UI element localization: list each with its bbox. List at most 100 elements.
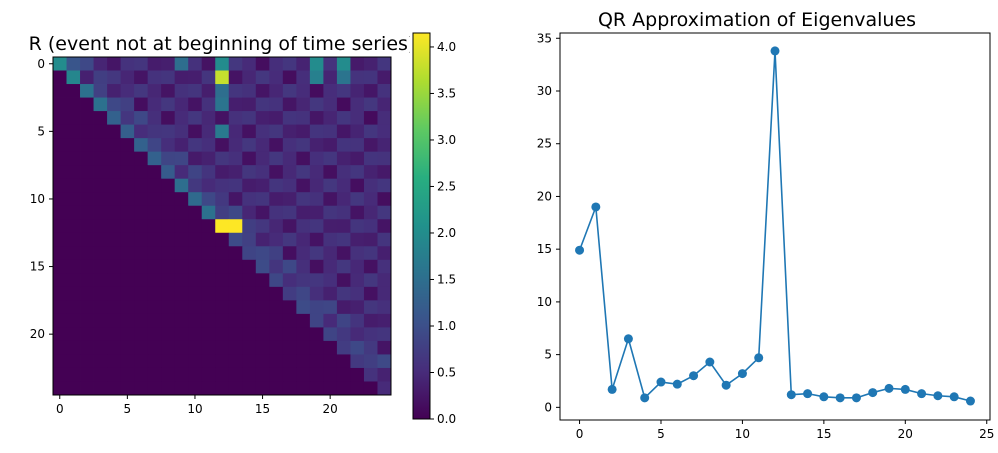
heatmap-cell (269, 246, 284, 261)
heatmap-cell (269, 286, 284, 301)
heatmap-cell (215, 111, 230, 125)
heatmap-cell (120, 97, 135, 112)
heatmap-cell (147, 165, 162, 180)
heatmap-cell (147, 84, 162, 98)
heatmap-cell (107, 70, 121, 85)
heatmap-cell (336, 70, 351, 85)
heatmap-cell (228, 219, 243, 234)
heatmap-cell (66, 367, 81, 382)
heatmap-cell (377, 246, 392, 261)
heatmap-cell (80, 124, 94, 139)
heatmap-cell (350, 178, 365, 193)
heatmap-cell (323, 340, 338, 355)
heatmap-cell (296, 84, 311, 98)
heatmap-cell (296, 165, 311, 180)
heatmap-cell (147, 111, 162, 125)
heatmap-cell (228, 327, 243, 342)
heatmap-cell (255, 219, 270, 234)
heatmap-cell (161, 232, 176, 247)
heatmap-cell (80, 232, 94, 247)
heatmap-cell (107, 354, 121, 369)
heatmap-cell (188, 232, 203, 247)
heatmap-cell (161, 340, 176, 355)
heatmap-cell (161, 84, 176, 98)
heatmap-cell (350, 327, 365, 342)
heatmap-cell (228, 246, 243, 261)
heatmap-cell (174, 165, 189, 180)
heatmap-cell (323, 192, 338, 207)
heatmap-cell (93, 205, 108, 220)
heatmap-cell (242, 111, 257, 125)
heatmap-cell (377, 178, 392, 193)
heatmap-cell (188, 97, 203, 112)
heatmap-cell (53, 259, 67, 274)
heatmap-cell (147, 286, 162, 301)
eigenvalue-point (884, 383, 894, 393)
heatmap-cell (228, 340, 243, 355)
heatmap-cell (242, 70, 257, 85)
heatmap-cell (161, 138, 176, 153)
line-x-tick-label: 5 (657, 427, 665, 441)
heatmap-cell (80, 70, 94, 85)
heatmap-cell (161, 70, 176, 85)
heatmap-cell (93, 354, 108, 369)
heatmap-cell (282, 259, 297, 274)
heatmap-cell (201, 259, 216, 274)
heatmap-cell (174, 327, 189, 342)
heatmap-cell (53, 340, 67, 355)
heatmap-cell (201, 381, 216, 396)
heatmap-cell (269, 205, 284, 220)
heatmap-cell (228, 286, 243, 301)
eigenvalue-point (803, 389, 813, 399)
heatmap-cell (336, 367, 351, 382)
heatmap-cell (309, 84, 324, 98)
heatmap-cell (147, 300, 162, 315)
heatmap-cell (201, 84, 216, 98)
heatmap-cell (363, 111, 378, 125)
heatmap-cell (282, 246, 297, 261)
heatmap-cell (147, 354, 162, 369)
heatmap-cell (174, 259, 189, 274)
heatmap-cell (215, 327, 230, 342)
eigenvalue-point (949, 392, 959, 402)
heatmap-cell (161, 300, 176, 315)
heatmap-cell (215, 151, 230, 166)
heatmap-cell (120, 340, 135, 355)
heatmap-cell (107, 381, 121, 396)
heatmap-cell (282, 313, 297, 328)
heatmap-cell (228, 354, 243, 369)
heatmap-cell (53, 246, 67, 261)
eigenvalue-point (851, 393, 861, 403)
heatmap-cell (93, 219, 108, 234)
heatmap-cell (242, 367, 257, 382)
heatmap-cell (296, 57, 311, 71)
heatmap-cell (66, 57, 81, 71)
heatmap-cell (242, 327, 257, 342)
heatmap-cell (363, 151, 378, 166)
heatmap-cell (215, 259, 230, 274)
heatmap-cell (66, 111, 81, 125)
heatmap-cell (134, 192, 149, 207)
heatmap-cell (309, 205, 324, 220)
heatmap-cell (147, 70, 162, 85)
heatmap-cell (363, 286, 378, 301)
heatmap-cell (323, 327, 338, 342)
heatmap-cell (323, 219, 338, 234)
heatmap-cell (323, 178, 338, 193)
heatmap-chart: 0 5 10 15 20 0 5 10 15 20 R (event not at beginn… (29, 33, 416, 416)
heatmap-cell (161, 111, 176, 125)
heatmap-x-tick-label: 15 (255, 402, 270, 416)
heatmap-cell (215, 232, 230, 247)
heatmap-cell (188, 354, 203, 369)
heatmap-cell (174, 57, 189, 71)
heatmap-cell (80, 111, 94, 125)
heatmap-cell (201, 219, 216, 234)
heatmap-cell (188, 70, 203, 85)
heatmap-cell (188, 165, 203, 180)
heatmap-cell (269, 165, 284, 180)
heatmap-cell (120, 354, 135, 369)
heatmap-cell (107, 205, 121, 220)
heatmap-cell (174, 367, 189, 382)
heatmap-cell (174, 124, 189, 139)
heatmap-cell (242, 300, 257, 315)
